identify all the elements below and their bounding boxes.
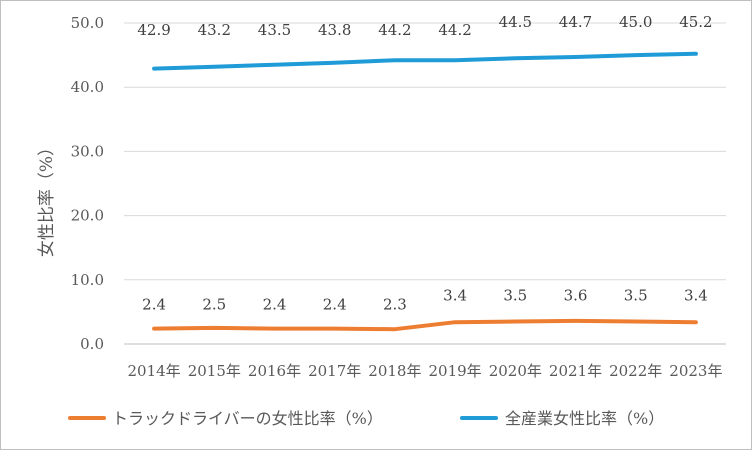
series-line-1 bbox=[152, 51, 698, 71]
data-label: 44.2 bbox=[438, 21, 471, 39]
x-tick-label: 2021年 bbox=[549, 362, 602, 380]
data-label: 3.5 bbox=[624, 286, 648, 304]
y-tick-label: 10.0 bbox=[71, 271, 104, 289]
data-label: 2.4 bbox=[323, 295, 347, 313]
series-lines bbox=[152, 51, 698, 332]
x-tick-label: 2018年 bbox=[368, 362, 421, 380]
data-label: 2.4 bbox=[142, 295, 166, 313]
data-label: 45.2 bbox=[679, 13, 712, 31]
y-axis-ticks: 0.0 10.0 20.0 30.0 40.0 50.0 bbox=[71, 14, 104, 353]
x-tick-label: 2022年 bbox=[609, 362, 662, 380]
x-tick-label: 2017年 bbox=[308, 362, 361, 380]
data-label: 42.9 bbox=[137, 21, 170, 39]
data-label: 3.5 bbox=[503, 286, 527, 304]
data-labels: 2.4 2.5 2.4 2.4 2.3 3.4 3.5 3.6 3.5 3.4 42.9 43.2 43… bbox=[137, 13, 712, 313]
x-tick-label: 2019年 bbox=[429, 362, 482, 380]
y-tick-label: 40.0 bbox=[71, 78, 104, 96]
x-tick-label: 2016年 bbox=[248, 362, 301, 380]
legend-label-0: トラックドライバーの女性比率（%） bbox=[112, 409, 383, 428]
y-tick-label: 0.0 bbox=[80, 335, 104, 353]
y-tick-label: 50.0 bbox=[71, 14, 104, 32]
x-tick-label: 2015年 bbox=[188, 362, 241, 380]
x-tick-label: 2014年 bbox=[128, 362, 181, 380]
x-axis-ticks: 2014年 2015年 2016年 2017年 2018年 2019年 2020年 2021年… bbox=[128, 362, 723, 380]
x-tick-label: 2023年 bbox=[669, 362, 722, 380]
legend: トラックドライバーの女性比率（%） 全産業女性比率（%） bbox=[68, 409, 664, 428]
gridlines bbox=[124, 22, 726, 345]
data-label: 3.4 bbox=[443, 286, 467, 304]
x-tick-label: 2020年 bbox=[489, 362, 542, 380]
y-axis-label: 女性比率（%） bbox=[37, 139, 57, 257]
data-label: 2.4 bbox=[263, 295, 287, 313]
data-label: 2.3 bbox=[383, 295, 407, 313]
y-tick-label: 20.0 bbox=[71, 207, 104, 225]
data-label: 44.7 bbox=[559, 13, 592, 31]
data-label: 2.5 bbox=[202, 295, 226, 313]
data-label: 43.8 bbox=[318, 21, 351, 39]
data-label: 44.2 bbox=[378, 21, 411, 39]
data-label: 43.2 bbox=[198, 21, 231, 39]
data-label: 44.5 bbox=[499, 13, 532, 31]
data-label: 3.6 bbox=[564, 286, 588, 304]
legend-label-1: 全産業女性比率（%） bbox=[505, 409, 664, 428]
data-label: 45.0 bbox=[619, 13, 652, 31]
y-tick-label: 30.0 bbox=[71, 142, 104, 160]
data-label: 43.5 bbox=[258, 21, 291, 39]
data-label: 3.4 bbox=[684, 286, 708, 304]
series-line-0 bbox=[152, 318, 698, 332]
